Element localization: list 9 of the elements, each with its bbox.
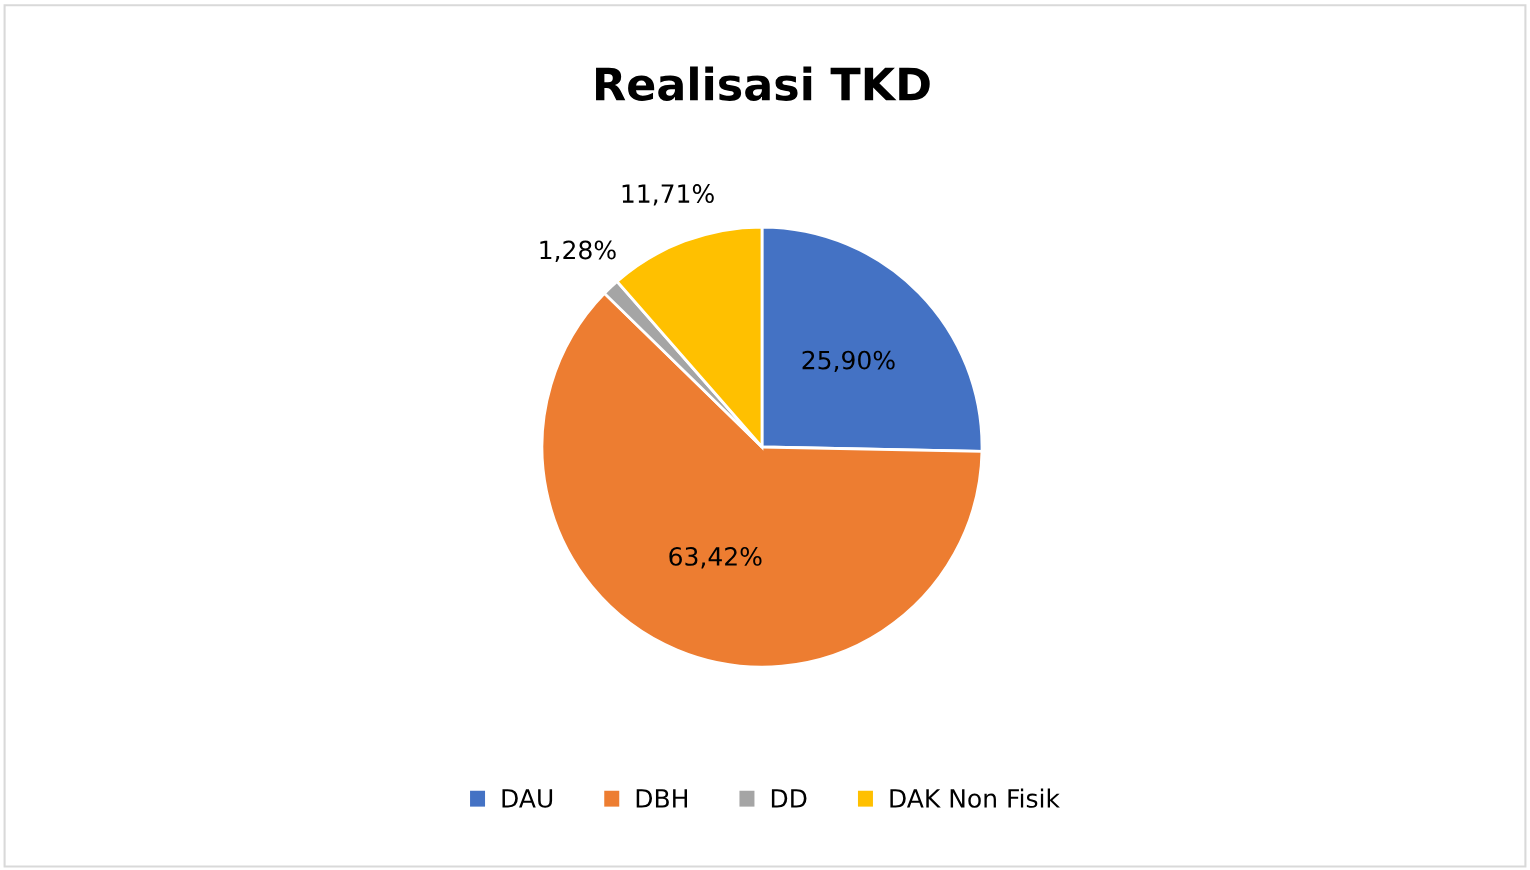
legend-label: DAU <box>502 789 553 808</box>
legend-label: DBH <box>636 789 687 808</box>
legend-label: DAK Non Fisik <box>890 788 1060 808</box>
chart-title: Realisasi TKD <box>596 66 930 101</box>
legend-label: DD <box>771 789 807 808</box>
data-label: 1,28% <box>540 240 616 262</box>
data-label: 25,90% <box>802 350 895 373</box>
data-label: 63,42% <box>669 546 762 569</box>
data-label: 11,71% <box>622 184 714 206</box>
